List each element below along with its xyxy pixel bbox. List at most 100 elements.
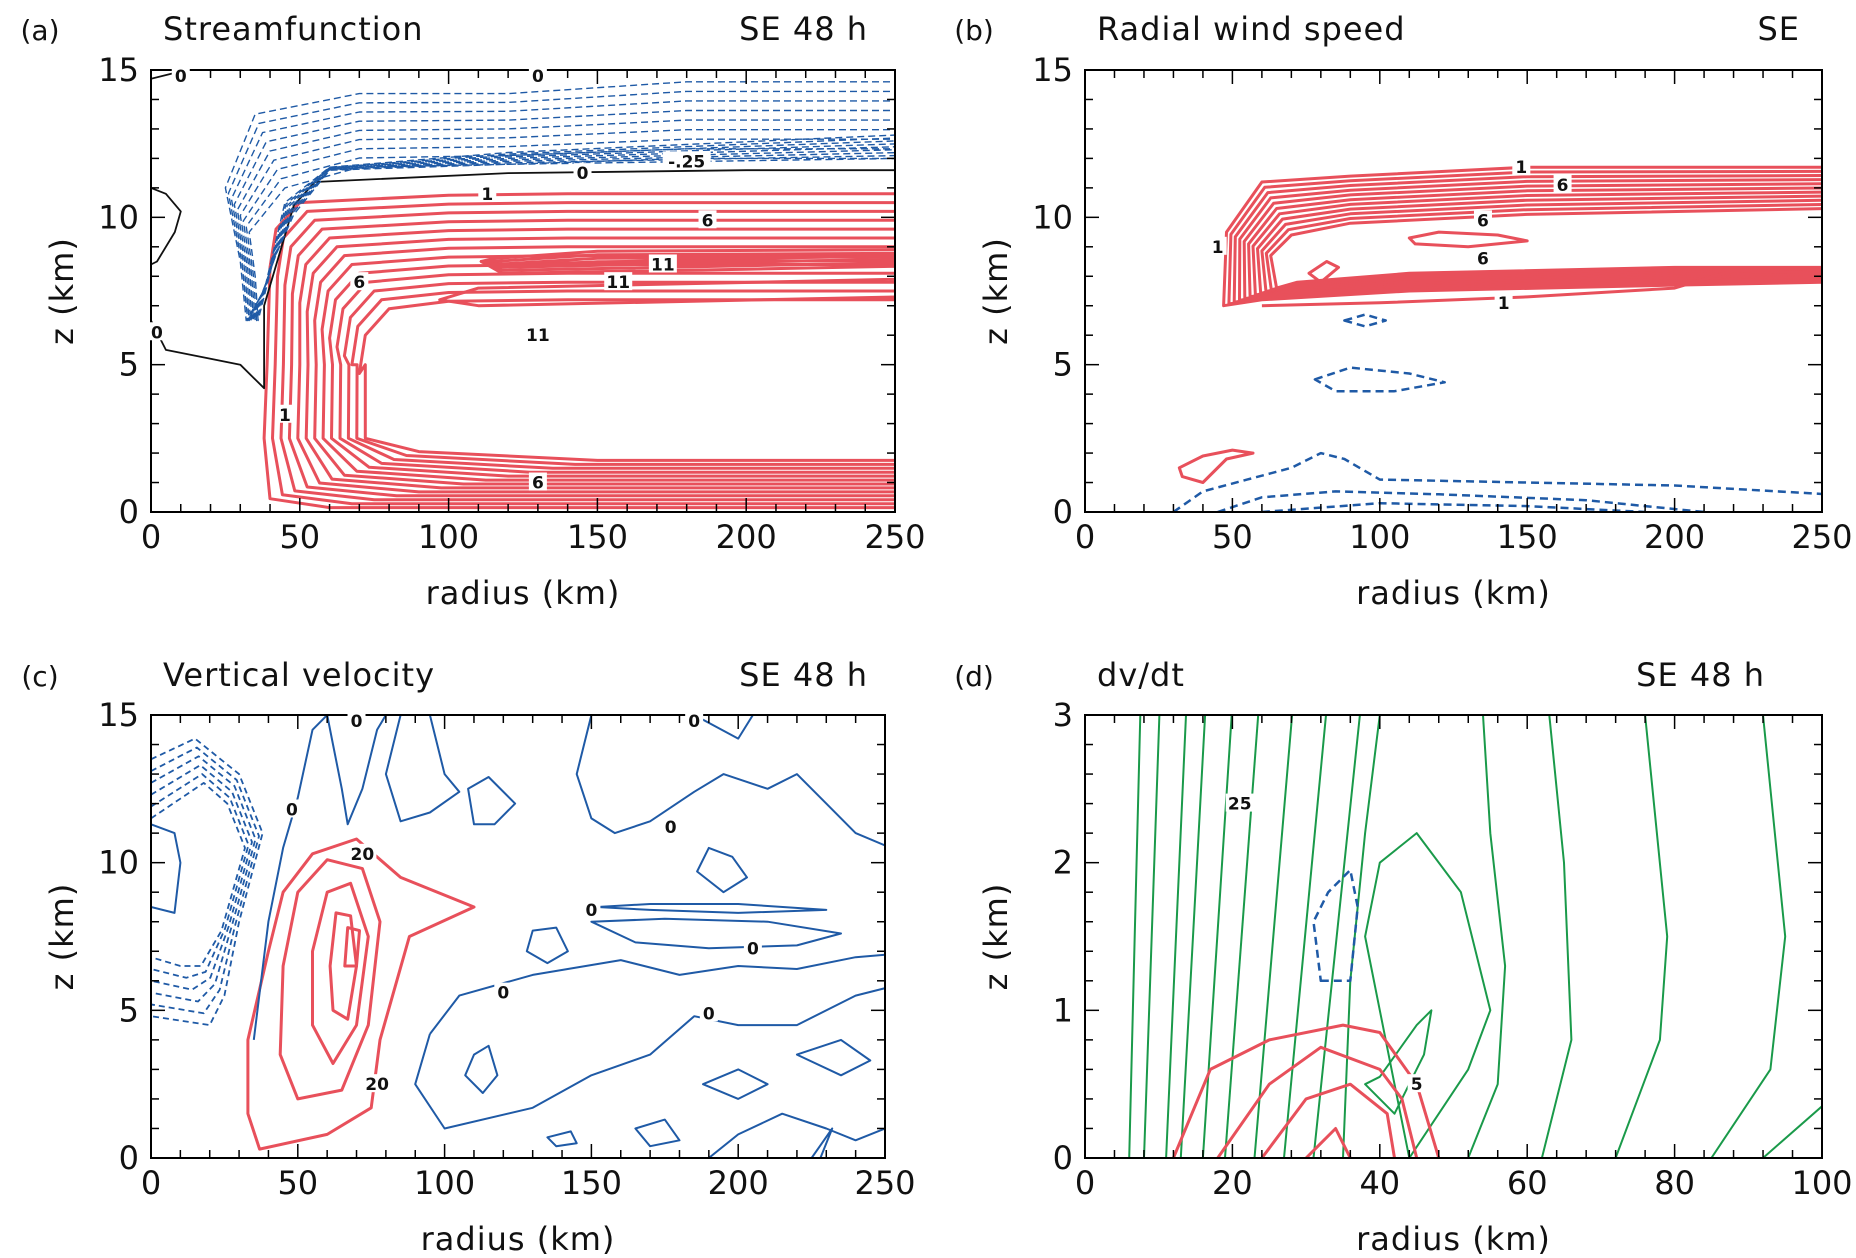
contour-label: 0	[665, 818, 677, 838]
contour-label-bg	[1553, 174, 1572, 193]
x-tick-label: 80	[1654, 1164, 1695, 1202]
y-axis-label: z (km)	[977, 237, 1015, 345]
radial-wind-negative-contour	[1261, 501, 1646, 512]
panel-a: (a) Streamfunction SE 48 h0 50 100 150 200 2500…	[20, 10, 925, 612]
chart-title: Streamfunction	[163, 10, 424, 48]
contour-label-bg	[699, 1003, 718, 1022]
vertical-velocity-zero-contour	[525, 926, 569, 965]
panel-letter: (a)	[20, 14, 59, 47]
contour-label-bg	[1512, 157, 1531, 176]
contour-label: 0	[351, 712, 363, 732]
dvdt-positive-contour	[1224, 715, 1260, 1158]
y-tick-label: 5	[119, 346, 139, 384]
streamfunction-negative-contour	[245, 148, 895, 322]
plot-frame	[150, 69, 896, 513]
x-tick-label: 50	[277, 1164, 318, 1202]
panel-letter: (d)	[954, 660, 994, 693]
streamfunction-positive-contour	[271, 201, 895, 506]
contour-label: 0	[532, 67, 544, 87]
dvdt-positive-contour	[1165, 715, 1187, 1158]
vertical-velocity-positive-contour	[311, 881, 370, 1065]
vertical-velocity-positive-contour	[343, 926, 361, 968]
x-tick-label: 0	[1075, 1164, 1095, 1202]
x-tick-label: 150	[1497, 518, 1558, 556]
contour-label-bg	[494, 982, 513, 1001]
contour-label: 0	[497, 984, 509, 1004]
contour-label: 6	[353, 273, 365, 293]
y-tick-label: 15	[98, 51, 139, 89]
contour-label: 0	[286, 801, 298, 821]
vertical-velocity-zero-contour	[575, 715, 885, 847]
chart-title: Radial wind speed	[1097, 10, 1406, 48]
contour-label-bg	[528, 65, 547, 84]
y-tick-label: 15	[1032, 51, 1073, 89]
x-tick-label: 150	[561, 1164, 622, 1202]
dvdt-positive-contour	[1364, 1009, 1433, 1115]
contour-lines	[1128, 715, 1822, 1158]
radial-wind-positive-contour	[1261, 268, 1822, 308]
contour-label-bg	[743, 938, 762, 957]
contour-lines	[1172, 165, 1822, 512]
chart-title: Vertical velocity	[163, 656, 435, 694]
contour-label: 0	[151, 323, 163, 343]
x-tick-label: 100	[1791, 1164, 1852, 1202]
y-axis-label: z (km)	[977, 883, 1015, 991]
radial-wind-positive-contour	[1222, 165, 1822, 308]
y-axis-label: z (km)	[43, 883, 81, 991]
dvdt-positive-contour	[1143, 715, 1161, 1158]
radial-wind-negative-contour	[1172, 451, 1822, 512]
y-tick-label: 10	[98, 844, 139, 882]
vertical-velocity-zero-contour	[795, 1038, 872, 1077]
plot-frame	[150, 714, 886, 1159]
contour-label: 1	[1515, 158, 1527, 178]
y-tick-label: 10	[1032, 198, 1073, 236]
contour-label-bg	[685, 710, 704, 729]
radial-wind-negative-contour	[1217, 490, 1705, 512]
streamfunction-negative-contour	[236, 119, 895, 322]
x-tick-label: 0	[141, 1164, 161, 1202]
contour-label: 1	[481, 185, 493, 205]
radial-wind-positive-contour	[1247, 186, 1822, 299]
y-tick-label: 0	[119, 493, 139, 531]
x-axis-label: radius (km)	[1356, 1220, 1551, 1258]
x-tick-label: 50	[1212, 518, 1253, 556]
radial-wind-positive-contour	[1256, 194, 1822, 295]
x-tick-label: 100	[414, 1164, 475, 1202]
streamfunction-positive-contour	[335, 271, 895, 474]
contour-label-bg	[573, 163, 592, 182]
contour-label: 0	[175, 67, 187, 87]
contour-label: 6	[1477, 211, 1489, 231]
time-label: SE	[1757, 10, 1800, 48]
contour-label-bg	[1473, 248, 1492, 267]
dvdt-positive-contour	[1710, 715, 1787, 1158]
dvdt-positive-contour	[1283, 715, 1327, 1158]
contour-label: 1	[1498, 294, 1510, 314]
contour-label-bg	[1208, 236, 1227, 255]
y-tick-label: 0	[1053, 493, 1073, 531]
y-tick-label: 3	[1053, 696, 1073, 734]
dvdt-positive-contour	[1467, 715, 1507, 1158]
streamfunction-positive-contour	[304, 236, 895, 490]
streamfunction-negative-contour	[248, 157, 895, 322]
streamfunction-positive-contour	[357, 298, 895, 462]
radial-wind-positive-contour	[1232, 174, 1822, 304]
contour-label-bg	[282, 799, 301, 818]
vertical-velocity-negative-contour	[151, 746, 260, 1015]
contour-label-bg	[523, 325, 552, 344]
contour-label: 6	[1557, 176, 1569, 196]
dvdt-positive-contour	[1253, 715, 1294, 1158]
streamfunction-positive-contour	[320, 254, 895, 482]
contour-label: 1	[279, 406, 291, 426]
dvdt-red-contour	[1260, 1082, 1396, 1158]
vertical-velocity-negative-contour	[151, 764, 253, 991]
dvdt-positive-contour	[1540, 715, 1573, 1158]
streamfunction-zero-contour	[151, 187, 182, 266]
vertical-velocity-zero-contour	[326, 715, 387, 826]
panel-d: (d) dv/dt SE 48 h 0 20 40 60 80 100 0 1 2 3 radius (k…	[954, 656, 1852, 1258]
streamfunction-positive-contour	[350, 289, 895, 466]
x-tick-label: 50	[279, 518, 320, 556]
plot-frame	[1084, 714, 1823, 1159]
contour-label-bg	[1473, 210, 1492, 229]
dvdt-red-contour	[1216, 1045, 1419, 1158]
